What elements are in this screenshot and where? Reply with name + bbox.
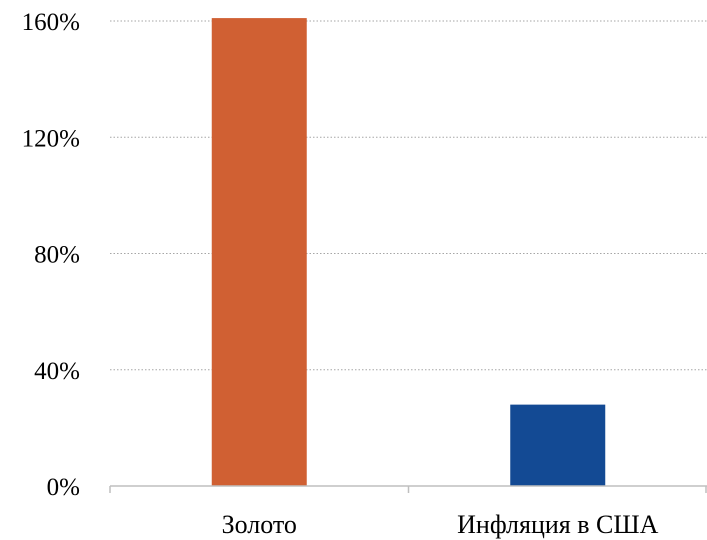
- y-tick-label: 160%: [22, 9, 80, 36]
- x-axis: [109, 485, 707, 493]
- gridlines: [110, 20, 707, 371]
- y-tick-label: 80%: [34, 242, 80, 269]
- y-tick-label: 120%: [22, 125, 80, 152]
- y-axis-tick-labels: 0% 40% 80% 120% 160%: [22, 9, 80, 501]
- y-tick-label: 40%: [34, 358, 80, 385]
- bar: [211, 18, 307, 486]
- x-axis-category-labels: Золото Инфляция в США: [222, 510, 659, 539]
- bar: [510, 404, 606, 486]
- x-category-label: Инфляция в США: [457, 510, 658, 539]
- y-tick-label: 0%: [47, 474, 80, 501]
- bars: [211, 18, 606, 486]
- x-category-label: Золото: [222, 510, 297, 539]
